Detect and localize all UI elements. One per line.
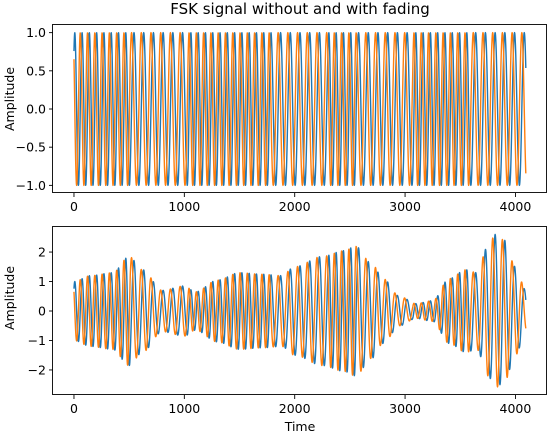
top-plot-lines [73, 31, 527, 187]
bottom-x-tick-label: 4000 [500, 401, 532, 416]
top-x-tick-label: 2000 [279, 199, 311, 214]
bottom-axes: 0 1000 2000 3000 4000 −2 −1 0 1 2 Amplitude Time [2, 226, 547, 434]
bottom-axes-frame [52, 226, 547, 395]
top-y-tick-label: −0.5 [16, 140, 46, 155]
bottom-y-tick-label: 1 [38, 274, 46, 289]
bottom-x-axis-label: Time [284, 419, 316, 434]
bottom-y-tick-label: −2 [28, 362, 46, 377]
bottom-x-tick-label: 2000 [279, 401, 311, 416]
top-x-tick-label: 1000 [168, 199, 200, 214]
top-x-tick-label: 0 [70, 199, 78, 214]
top-y-tick-label: 0.0 [26, 102, 46, 117]
bottom-y-axis-label: Amplitude [2, 266, 17, 330]
bottom-y-tick-label: 2 [38, 245, 46, 260]
bottom-axes-ticks: 0 1000 2000 3000 4000 −2 −1 0 1 2 [28, 245, 532, 416]
bottom-y-tick-label: −1 [28, 333, 46, 348]
chart-title: FSK signal without and with fading [170, 0, 430, 18]
bottom-x-tick-label: 3000 [389, 401, 421, 416]
top-axes-ticks: 0 1000 2000 3000 4000 −1.0 −0.5 0.0 0.5 1.0 [16, 25, 532, 214]
bottom-y-tick-label: 0 [38, 304, 46, 319]
bottom-series-line-2 [73, 237, 527, 388]
top-y-tick-label: 1.0 [26, 25, 46, 40]
top-x-tick-label: 4000 [500, 199, 532, 214]
top-y-tick-label: 0.5 [26, 63, 46, 78]
bottom-series-line-1 [73, 233, 527, 386]
top-axes: 0 1000 2000 3000 4000 −1.0 −0.5 0.0 0.5 1.0 Ampli… [2, 24, 547, 214]
top-x-tick-label: 3000 [389, 199, 421, 214]
bottom-plot-lines [73, 233, 527, 388]
top-series-line-1 [73, 31, 527, 187]
bottom-x-tick-label: 0 [70, 401, 78, 416]
top-series-line-2 [73, 31, 527, 187]
top-y-tick-label: −1.0 [16, 178, 46, 193]
top-axes-frame [52, 24, 547, 193]
top-y-axis-label: Amplitude [2, 67, 17, 131]
bottom-x-tick-label: 1000 [168, 401, 200, 416]
